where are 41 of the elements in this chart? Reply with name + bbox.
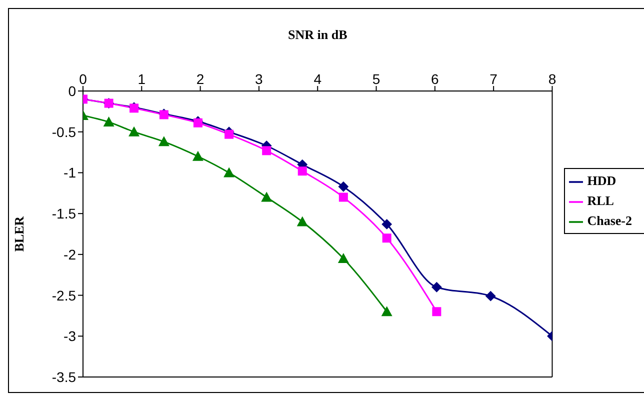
point xyxy=(224,167,235,178)
x-tick-label: 7 xyxy=(490,71,498,87)
point xyxy=(382,234,392,243)
x-tick-label: 6 xyxy=(431,71,440,87)
y-tick-label: -2 xyxy=(64,246,76,262)
legend-label: Chase-2 xyxy=(587,212,632,228)
y-axis-title: BLER xyxy=(12,216,27,252)
x-tick-label: 0 xyxy=(79,71,88,87)
y-tick-label: -3 xyxy=(64,328,76,344)
y-tick-label: -1 xyxy=(64,164,76,181)
x-tick-label: 4 xyxy=(314,71,322,87)
point xyxy=(262,146,272,156)
y-tick-label: -3.5 xyxy=(52,368,76,385)
point xyxy=(261,192,272,202)
point xyxy=(486,291,496,302)
x-tick-label: 5 xyxy=(372,71,380,87)
x-tick-label: 8 xyxy=(548,71,556,87)
x-axis-title: SNR in dB xyxy=(288,27,348,42)
point xyxy=(338,253,349,264)
legend-label: HDD xyxy=(587,172,616,188)
x-tick-label: 3 xyxy=(255,71,264,87)
point xyxy=(382,219,392,230)
point xyxy=(338,192,348,202)
point xyxy=(381,306,392,316)
y-tick-label: -1.5 xyxy=(52,206,76,222)
point xyxy=(338,182,348,192)
point xyxy=(128,126,140,136)
point xyxy=(296,216,308,226)
y-tick-label: -0.5 xyxy=(52,124,76,140)
point xyxy=(158,136,170,146)
point xyxy=(192,150,204,161)
point xyxy=(103,116,114,127)
x-tick-label: 2 xyxy=(196,71,204,87)
point xyxy=(224,130,234,139)
point xyxy=(432,282,442,292)
x-tick-label: 1 xyxy=(138,71,146,87)
point xyxy=(432,307,442,316)
point xyxy=(298,166,307,176)
y-tick-label: -2.5 xyxy=(52,287,76,304)
legend-label: RLL xyxy=(587,192,614,208)
y-tick-label: 0 xyxy=(68,82,76,99)
